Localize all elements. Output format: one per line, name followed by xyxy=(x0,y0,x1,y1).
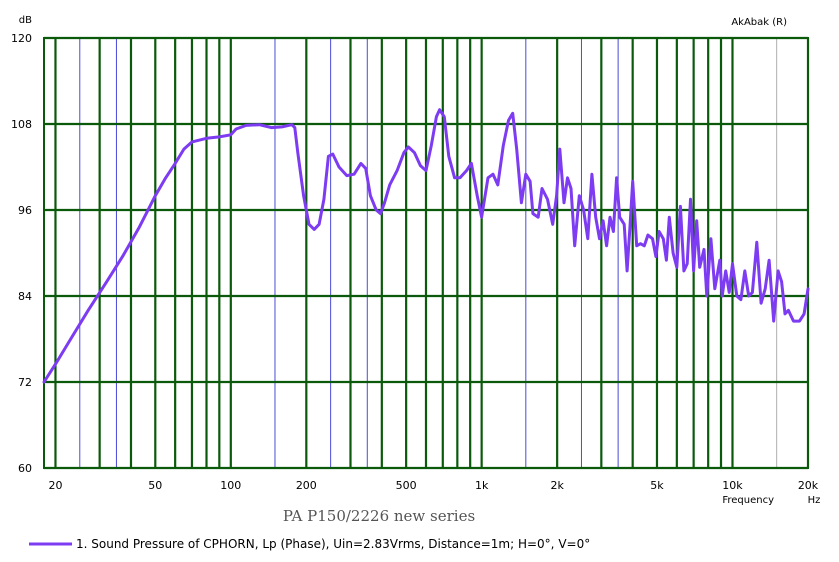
y-tick-label: 120 xyxy=(11,32,32,45)
y-tick-label: 96 xyxy=(18,204,32,217)
legend-entry: 1. Sound Pressure of CPHORN, Lp (Phase),… xyxy=(76,537,590,551)
y-axis-ticks: 60 72 84 96 108 120 xyxy=(11,32,32,475)
x-tick-label: 5k xyxy=(650,479,664,492)
y-tick-label: 72 xyxy=(18,376,32,389)
brand-label: AkAbak (R) xyxy=(731,17,787,28)
y-axis-label: dB xyxy=(19,15,32,26)
x-tick-label: 100 xyxy=(220,479,241,492)
x-axis-unit: Hz xyxy=(808,495,821,506)
chart-title: PA P150/2226 new series xyxy=(283,507,475,525)
series xyxy=(42,108,810,384)
x-tick-label: 20 xyxy=(48,479,62,492)
y-tick-label: 108 xyxy=(11,118,32,131)
x-axis-label: Frequency xyxy=(722,495,774,506)
y-tick-label: 84 xyxy=(18,290,32,303)
x-tick-label: 10k xyxy=(722,479,743,492)
x-tick-label: 1k xyxy=(475,479,489,492)
series-line-sound-pressure xyxy=(42,108,810,384)
x-tick-label: 2k xyxy=(550,479,564,492)
y-tick-label: 60 xyxy=(18,462,32,475)
x-tick-label: 500 xyxy=(396,479,417,492)
x-axis-ticks: 20 50 100 200 500 1k 2k 5k 10k 20k xyxy=(48,479,818,492)
legend: 1. Sound Pressure of CPHORN, Lp (Phase),… xyxy=(29,537,590,551)
x-tick-label: 50 xyxy=(148,479,162,492)
x-tick-label: 200 xyxy=(296,479,317,492)
x-tick-label: 20k xyxy=(798,479,819,492)
plot-border xyxy=(43,37,809,469)
